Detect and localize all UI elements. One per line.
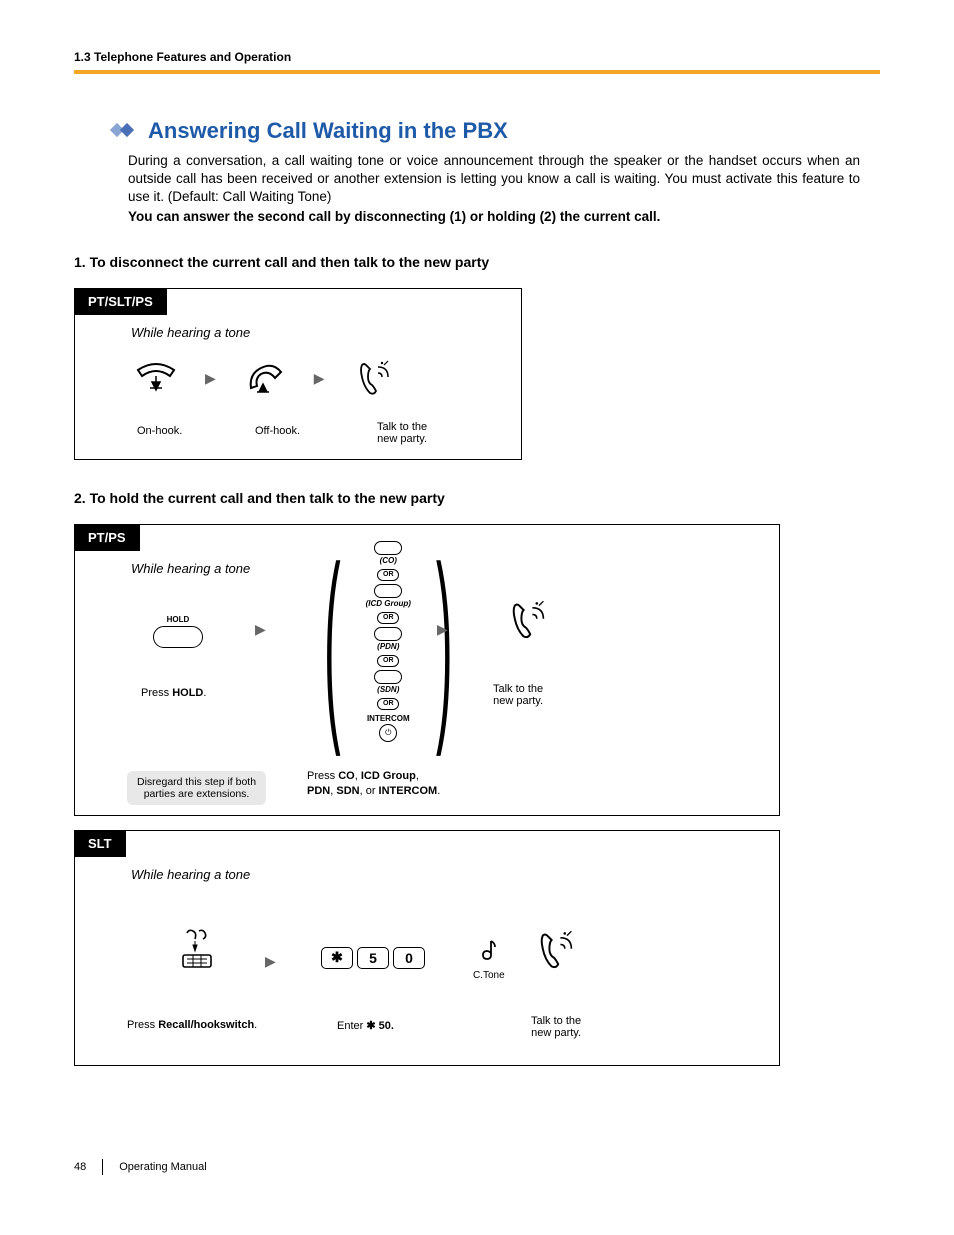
hold-label: HOLD [167, 615, 190, 624]
bracket-left-icon: ( [324, 536, 341, 746]
condition-text: While hearing a tone [131, 325, 250, 340]
intro-paragraph: During a conversation, a call waiting to… [128, 152, 860, 207]
onhook-icon [131, 359, 181, 399]
arrow-icon: ▶ [265, 953, 276, 970]
note-box: Disregard this step if both parties are … [127, 771, 266, 805]
talk-label: Talk to the new party. [493, 683, 543, 707]
ctone-icon [477, 937, 501, 970]
onhook-label: On-hook. [137, 425, 182, 437]
key-0: 0 [393, 947, 425, 969]
bracket-right-icon: ) [436, 536, 453, 746]
header-section: 1.3 Telephone Features and Operation [74, 50, 880, 64]
footer: 48 Operating Manual [74, 1159, 207, 1175]
talk-icon [349, 359, 399, 399]
tab-label: PT/SLT/PS [88, 294, 153, 309]
talk-label: Talk to the new party. [531, 1015, 581, 1039]
diagram-disconnect: PT/SLT/PS While hearing a tone ▶ ▶ On-ho… [74, 288, 522, 460]
diamond-bullet-icon [110, 119, 138, 144]
enter-label: Enter ✱ 50. [337, 1019, 394, 1032]
talk-icon [531, 931, 581, 971]
header-rule [74, 70, 880, 74]
diagram-hold-ptps: PT/PS While hearing a tone HOLD Press HO… [74, 524, 780, 816]
manual-name: Operating Manual [119, 1161, 206, 1173]
recall-hookswitch-icon [173, 960, 221, 977]
summary-line: You can answer the second call by discon… [128, 209, 880, 224]
section-title: Answering Call Waiting in the PBX [148, 118, 508, 144]
ctone-label: C.Tone [473, 970, 505, 981]
arrow-icon: ▶ [314, 370, 325, 387]
offhook-icon [240, 359, 290, 399]
press-line-label: Press CO, ICD Group, PDN, SDN, or INTERC… [307, 769, 440, 799]
condition-text: While hearing a tone [131, 867, 250, 882]
button-options-stack: (CO) OR (ICD Group) OR (PDN) OR (SDN) OR… [366, 541, 411, 742]
footer-divider [102, 1159, 103, 1175]
key-star: ✱ [321, 947, 353, 969]
talk-icon [503, 601, 553, 641]
diagram-hold-slt: SLT While hearing a tone Press Recall/ho… [74, 830, 780, 1066]
step1-heading: 1. To disconnect the current call and th… [74, 254, 880, 270]
tab-label: SLT [88, 836, 112, 851]
arrow-icon: ▶ [437, 621, 448, 638]
press-recall-label: Press Recall/hookswitch. [127, 1019, 257, 1031]
arrow-icon: ▶ [255, 621, 266, 638]
press-hold-label: Press HOLD. [141, 687, 206, 699]
condition-text: While hearing a tone [131, 561, 250, 576]
key-5: 5 [357, 947, 389, 969]
arrow-icon: ▶ [205, 370, 216, 387]
page-number: 48 [74, 1161, 86, 1173]
tab-label: PT/PS [88, 530, 126, 545]
offhook-label: Off-hook. [255, 425, 300, 437]
hold-button-icon [153, 626, 203, 648]
talk-label: Talk to the new party. [377, 421, 427, 445]
step2-heading: 2. To hold the current call and then tal… [74, 490, 880, 506]
